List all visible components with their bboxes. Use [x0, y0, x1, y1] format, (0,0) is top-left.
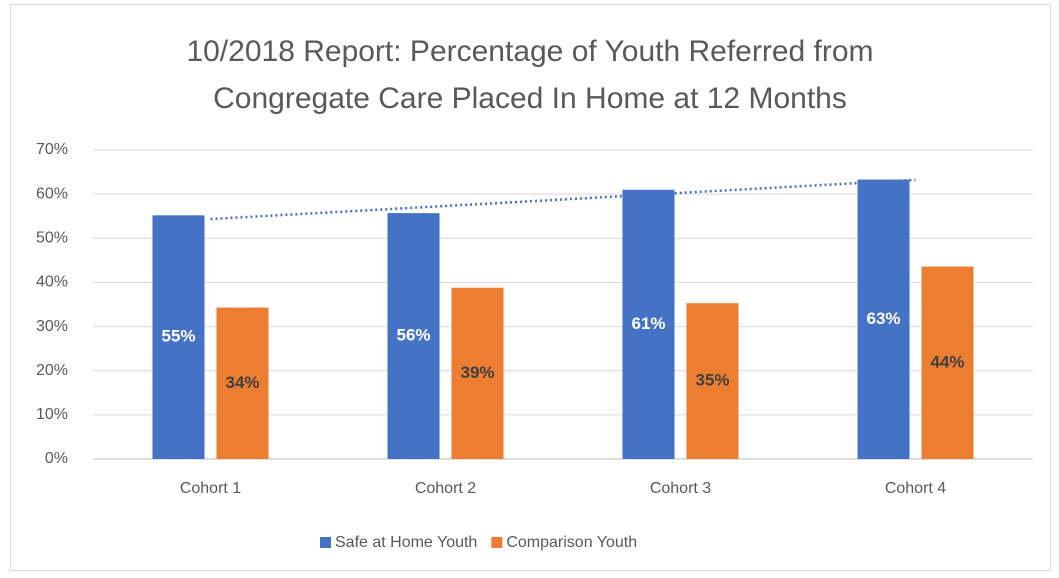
- legend-swatch: [491, 537, 503, 548]
- x-tick-label: Cohort 2: [415, 480, 476, 497]
- y-tick-label: 20%: [36, 362, 68, 379]
- bar: [857, 179, 910, 459]
- bar: [622, 189, 675, 459]
- bar: [387, 213, 440, 459]
- data-label: 63%: [866, 309, 900, 328]
- chart-title: 10/2018 Report: Percentage of Youth Refe…: [186, 35, 874, 115]
- bar: [152, 215, 205, 459]
- y-tick-label: 70%: [36, 141, 68, 158]
- data-label: 61%: [631, 314, 665, 333]
- x-tick-label: Cohort 3: [650, 480, 711, 497]
- bar: [451, 287, 504, 459]
- data-label: 55%: [161, 327, 195, 346]
- data-label: 44%: [930, 352, 964, 371]
- y-tick-label: 60%: [36, 185, 68, 202]
- data-label: 39%: [460, 363, 494, 382]
- data-label: 56%: [396, 326, 430, 345]
- legend-label: Comparison Youth: [506, 534, 637, 551]
- bar: [216, 307, 269, 459]
- bar: [921, 266, 974, 459]
- bar: [686, 303, 739, 459]
- x-tick-label: Cohort 4: [885, 480, 946, 497]
- data-label: 35%: [695, 371, 729, 390]
- y-tick-label: 50%: [36, 230, 68, 247]
- y-tick-label: 40%: [36, 274, 68, 291]
- y-tick-label: 30%: [36, 318, 68, 335]
- legend-label: Safe at Home Youth: [335, 534, 477, 551]
- legend-swatch: [320, 537, 331, 548]
- y-tick-label: 0%: [45, 450, 68, 467]
- y-tick-label: 10%: [36, 406, 68, 423]
- x-tick-label: Cohort 1: [180, 480, 241, 497]
- data-label: 34%: [225, 373, 259, 392]
